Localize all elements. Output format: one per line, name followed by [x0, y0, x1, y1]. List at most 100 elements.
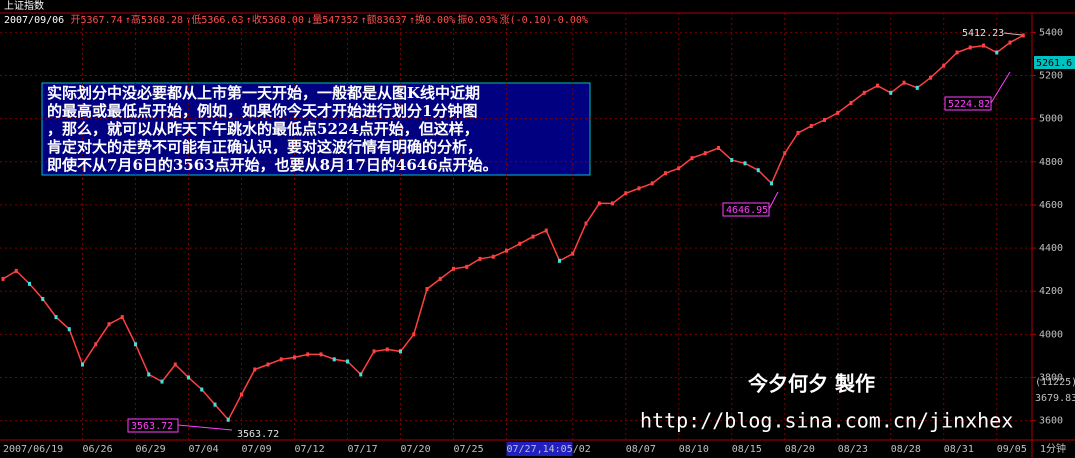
- price-point: [491, 254, 495, 259]
- callout-leader: [768, 191, 779, 210]
- period-label: 1分钟: [1040, 442, 1066, 455]
- info-item: ↓量547352: [306, 14, 358, 26]
- x-tick-label: 08/28: [891, 444, 921, 455]
- info-item: 振0.03%: [457, 13, 497, 26]
- price-point: [862, 90, 866, 95]
- price-point: [452, 266, 455, 271]
- y-tick-label: 3800: [1039, 372, 1063, 383]
- x-tick-label: 07/12: [295, 444, 325, 455]
- price-point: [478, 256, 482, 261]
- x-tick-label: 08/07: [626, 444, 656, 455]
- price-point: [597, 201, 601, 206]
- price-point: [995, 50, 999, 55]
- note-line: 实际划分中没必要都从上市第一天开始，一般都是从图K线中近期: [47, 84, 480, 102]
- callout-label: 4646.95: [726, 205, 768, 216]
- price-point: [690, 156, 694, 161]
- x-tick-label: 08/31: [944, 444, 974, 455]
- x-tick-label: 06/29: [136, 444, 166, 455]
- price-point: [240, 392, 243, 397]
- price-point: [889, 90, 893, 95]
- price-point: [571, 251, 575, 256]
- price-point: [783, 151, 787, 156]
- price-point: [54, 315, 58, 320]
- price-point: [929, 75, 932, 80]
- info-item: ↑额83637: [361, 13, 407, 26]
- side-label: 3679.83: [1035, 393, 1075, 404]
- price-point: [703, 151, 707, 156]
- price-point: [982, 43, 985, 48]
- price-point: [677, 166, 681, 171]
- callout-leader: [1003, 32, 1023, 36]
- callout-box: [944, 96, 992, 111]
- watermark: 今夕何夕 製作: [748, 372, 875, 396]
- price-point: [584, 221, 588, 226]
- price-point: [319, 352, 323, 357]
- x-tick-label: 07/09: [242, 444, 272, 455]
- price-point: [306, 352, 310, 357]
- price-point: [942, 63, 946, 68]
- price-point: [955, 50, 959, 55]
- price-point: [399, 349, 402, 354]
- price-point: [743, 161, 747, 166]
- x-tick-label: /02: [573, 444, 591, 455]
- price-point: [147, 372, 151, 377]
- y-tick-label: 5400: [1039, 27, 1063, 38]
- price-point: [1008, 40, 1012, 45]
- callout-label: 3563.72: [237, 429, 279, 440]
- watermark-url: http://blog.sina.com.cn/jinxhex: [640, 409, 1013, 433]
- info-item: ↑低5366.63: [185, 13, 243, 26]
- price-point: [28, 281, 31, 286]
- note-box: [41, 82, 591, 176]
- callout-label: 5412.23: [962, 28, 1004, 39]
- price-line: [2, 34, 1024, 422]
- price-point: [346, 359, 349, 364]
- price-point: [1021, 33, 1025, 38]
- x-tick-label: 07/25: [454, 444, 484, 455]
- callout-label: 5224.82: [948, 99, 990, 110]
- callout-box: [127, 418, 179, 433]
- x-tick-label: 07/27,14:05: [507, 444, 573, 455]
- y-tick-label: 5200: [1039, 71, 1063, 82]
- price-point: [425, 287, 429, 292]
- price-point: [107, 322, 111, 327]
- price-point: [213, 402, 217, 407]
- price-point: [637, 186, 641, 191]
- price-point: [650, 181, 654, 186]
- y-tick-label: 4400: [1039, 243, 1063, 254]
- price-point: [558, 258, 561, 263]
- price-point: [14, 268, 18, 273]
- info-item: 涨(-0.10)-0.00%: [500, 14, 588, 26]
- x-tick-label: 07/17: [348, 444, 378, 455]
- cursor-label-bg: [506, 442, 573, 456]
- info-item: ↑高5368.28: [125, 13, 183, 26]
- price-point: [968, 45, 972, 50]
- price-point: [266, 362, 270, 367]
- price-point: [120, 315, 124, 320]
- price-point: [876, 83, 879, 88]
- y-tick-label: 4000: [1039, 329, 1063, 340]
- x-tick-label: 08/20: [785, 444, 815, 455]
- x-tick-label: 07/20: [401, 444, 431, 455]
- price-point: [518, 241, 522, 246]
- price-point: [332, 357, 336, 362]
- info-item: 2007/09/06: [4, 15, 64, 26]
- x-tick-label: 06/26: [83, 444, 113, 455]
- price-point: [253, 367, 257, 372]
- price-point: [915, 85, 919, 90]
- info-item: ↑收5368.00: [246, 13, 304, 26]
- price-point: [385, 347, 389, 352]
- y-tick-label: 5000: [1039, 114, 1063, 125]
- price-point: [465, 264, 469, 269]
- price-point: [438, 276, 442, 281]
- x-tick-label: 08/23: [838, 444, 868, 455]
- price-point: [134, 342, 137, 347]
- price-point: [293, 355, 296, 360]
- price-point: [664, 171, 667, 176]
- price-point: [94, 342, 98, 347]
- x-tick-label: 09/05: [997, 444, 1027, 455]
- price-point: [187, 375, 190, 380]
- price-point: [756, 168, 760, 173]
- price-point: [809, 124, 813, 129]
